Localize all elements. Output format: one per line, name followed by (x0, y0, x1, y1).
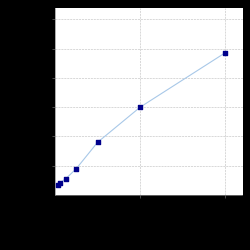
Point (74, 167, 78, 171)
Point (56, 183, 60, 187)
Point (224, 50, 228, 54)
Point (96, 140, 100, 144)
Point (58, 180, 62, 184)
Point (64, 177, 68, 181)
Point (138, 105, 142, 109)
Y-axis label: OD: OD (31, 96, 37, 106)
X-axis label: Mouse Pepsin
Concentration (ng/ml): Mouse Pepsin Concentration (ng/ml) (110, 208, 188, 222)
